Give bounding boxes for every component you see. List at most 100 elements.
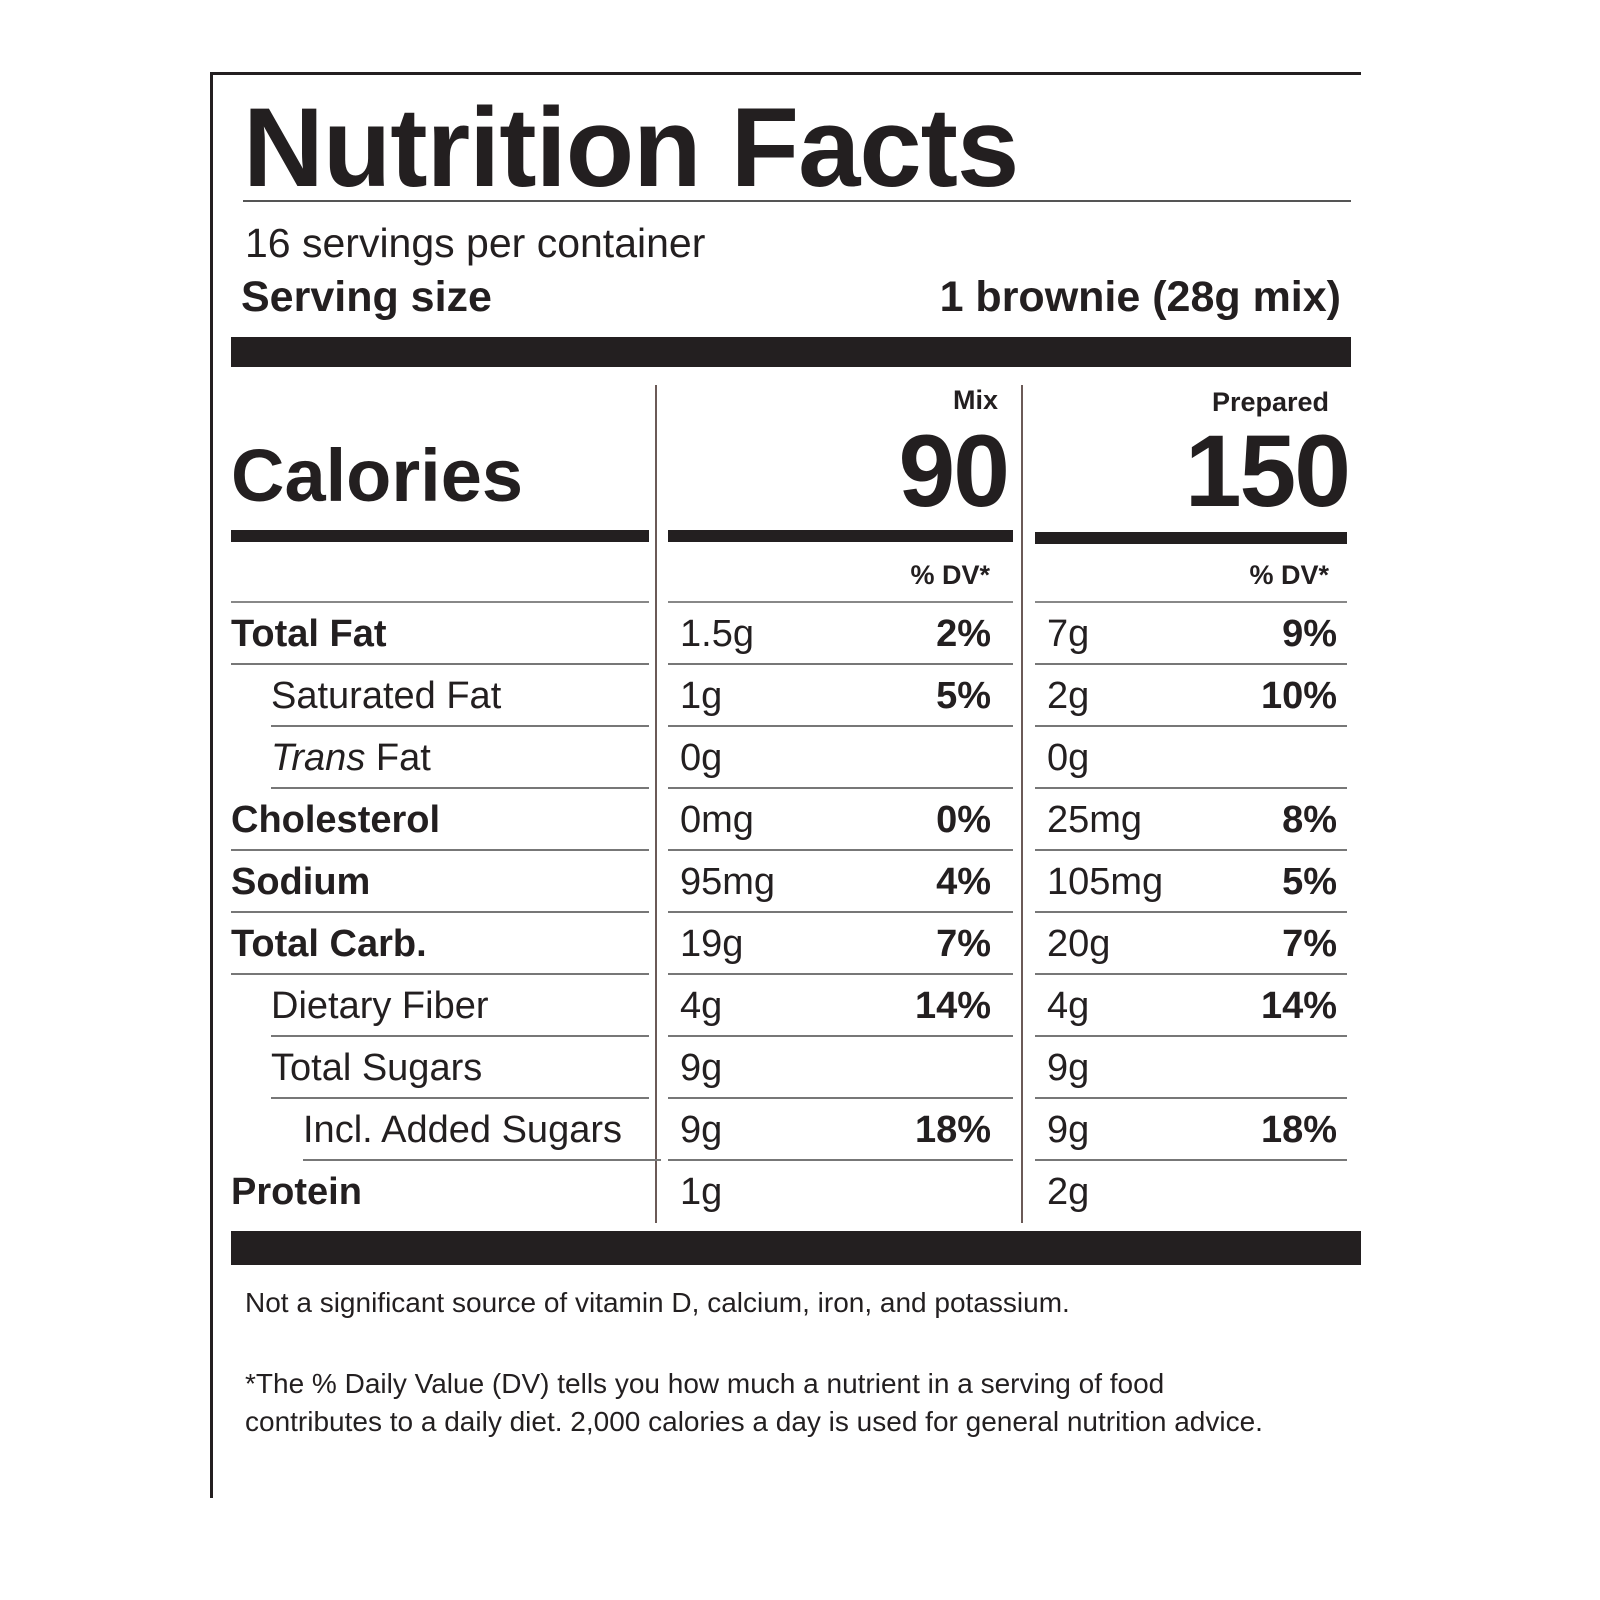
amount: 9g (1047, 1047, 1090, 1089)
serving-size-label: Serving size (241, 273, 492, 321)
dv-header: % DV* (1249, 560, 1329, 590)
mix-cell: 4g 14% (668, 975, 1013, 1037)
nutrient-name-cell: Total Sugars (271, 1037, 649, 1099)
rule (231, 601, 649, 603)
daily-value: 14% (914, 985, 991, 1027)
daily-value: 18% (1260, 1109, 1337, 1151)
mix-cell: 0g (668, 727, 1013, 789)
daily-value: 9% (1282, 613, 1337, 655)
dv-header: % DV* (910, 560, 990, 590)
nutrient-row: Total Fat 1.5g 2% 7g 9% (213, 603, 1361, 665)
amount: 0g (1047, 737, 1090, 779)
nutrient-name-cell: Incl. Added Sugars (303, 1099, 661, 1161)
nutrient-name: Protein (231, 1161, 362, 1221)
mix-cell: 19g 7% (668, 913, 1013, 975)
amount: 4g (680, 985, 723, 1027)
mix-cell: 9g 18% (668, 1099, 1013, 1161)
mix-cell: 1.5g 2% (668, 603, 1013, 665)
nutrient-name-italic: Trans (271, 737, 366, 779)
amount: 1g (680, 675, 723, 717)
nutrient-row: Total Carb. 19g 7% 20g 7% (213, 913, 1361, 975)
divider (1021, 385, 1023, 1223)
nutrient-name-cell: Sodium (231, 851, 649, 913)
amount: 95mg (680, 861, 776, 903)
nutrient-name-cell: Protein (231, 1161, 649, 1221)
prepared-cell: 9g (1035, 1037, 1347, 1099)
nutrient-row: Total Sugars 9g 9g (213, 1037, 1361, 1099)
nutrient-name-text: Total Sugars (271, 1047, 483, 1089)
nutrient-row: Protein 1g 2g (213, 1161, 1361, 1223)
nutrient-name-text: Total Carb. (231, 923, 427, 965)
nutrient-name: Sodium (231, 851, 370, 911)
prepared-cell: 0g (1035, 727, 1347, 789)
nutrient-row: Incl. Added Sugars 9g 18% 9g 18% (213, 1099, 1361, 1161)
serving-size: Serving size 1 brownie (28g mix) (241, 273, 1341, 322)
amount: 9g (680, 1109, 723, 1151)
nutrient-name: Total Sugars (271, 1037, 482, 1097)
column-header: Mix (952, 385, 998, 415)
mix-cell: 0mg 0% (668, 789, 1013, 851)
footnote: *The % Daily Value (DV) tells you how mu… (245, 1368, 1263, 1437)
calories-value: 90 (898, 414, 1010, 528)
amount: 9g (1047, 1109, 1090, 1151)
servings: 16 servings per container (245, 220, 706, 266)
thick-bar (231, 337, 1351, 367)
prepared-cell: 25mg 8% (1035, 789, 1347, 851)
nutrient-name-cell: Dietary Fiber (271, 975, 649, 1037)
daily-value: 0% (936, 799, 991, 841)
calories-label: Calories (231, 434, 524, 517)
amount: 19g (680, 923, 744, 965)
daily-value: 7% (1282, 923, 1337, 965)
nutrient-name-text: Protein (231, 1171, 362, 1213)
prepared-cell: 105mg 5% (1035, 851, 1347, 913)
nutrient-name: Trans Fat (271, 727, 431, 787)
rule (243, 200, 1351, 202)
prepared-cell: 9g 18% (1035, 1099, 1347, 1161)
nutrient-name-text: Saturated Fat (271, 675, 502, 717)
amount: 0mg (680, 799, 754, 841)
nutrient-name-text: Sodium (231, 861, 371, 903)
amount: 1.5g (680, 613, 754, 655)
divider (655, 385, 657, 1223)
mix-cell: 1g 5% (668, 665, 1013, 727)
amount: 105mg (1047, 861, 1164, 903)
nutrient-name-text: Incl. Added Sugars (303, 1109, 622, 1151)
amount: 25mg (1047, 799, 1143, 841)
nutrient-name: Total Fat (231, 603, 387, 663)
nutrient-row: Saturated Fat 1g 5% 2g 10% (213, 665, 1361, 727)
daily-value: 2% (936, 613, 991, 655)
rule (1035, 601, 1347, 603)
nutrient-name: Total Carb. (231, 913, 427, 973)
mix-cell: 1g (668, 1161, 1013, 1221)
amount: 20g (1047, 923, 1111, 965)
calories-value: 150 (1184, 414, 1351, 528)
nutrient-name-cell: Trans Fat (271, 727, 649, 789)
bar (1035, 532, 1347, 544)
mix-cell: 9g (668, 1037, 1013, 1099)
amount: 0g (680, 737, 723, 779)
nutrient-name: Incl. Added Sugars (303, 1099, 622, 1159)
nutrient-name: Dietary Fiber (271, 975, 489, 1035)
nutrient-name: Saturated Fat (271, 665, 501, 725)
nutrient-name-text: Fat (375, 737, 431, 779)
rule (668, 601, 1013, 603)
amount: 2g (1047, 1171, 1090, 1213)
amount: 4g (1047, 985, 1090, 1027)
nutrient-name-cell: Total Carb. (231, 913, 649, 975)
nutrient-row: Trans Fat 0g 0g (213, 727, 1361, 789)
daily-value: 8% (1282, 799, 1337, 841)
bar (231, 530, 649, 542)
nutrition-label: Nutrition Facts 16 servings per containe… (210, 72, 1361, 1498)
nutrient-row: Cholesterol 0mg 0% 25mg 8% (213, 789, 1361, 851)
bar (668, 530, 1013, 542)
prepared-cell: 20g 7% (1035, 913, 1347, 975)
nutrient-row: Dietary Fiber 4g 14% 4g 14% (213, 975, 1361, 1037)
mix-cell: 95mg 4% (668, 851, 1013, 913)
serving-size-value: 1 brownie (28g mix) (939, 273, 1341, 321)
daily-value: 5% (1282, 861, 1337, 903)
daily-value: 14% (1260, 985, 1337, 1027)
thick-bar (231, 1231, 1361, 1265)
footnote: Not a significant source of vitamin D, c… (245, 1287, 1070, 1318)
nutrient-row: Sodium 95mg 4% 105mg 5% (213, 851, 1361, 913)
